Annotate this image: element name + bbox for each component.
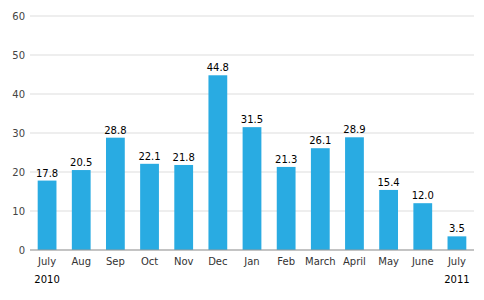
year-label: 2010 (34, 274, 59, 285)
x-tick-label: July (37, 256, 56, 267)
x-tick-label: Nov (174, 256, 194, 267)
bar (243, 127, 262, 250)
y-tick-label: 40 (12, 89, 25, 100)
bar (277, 167, 296, 250)
data-label: 22.1 (138, 151, 160, 162)
y-tick-label: 30 (12, 128, 25, 139)
bar (311, 148, 330, 250)
grid-line (30, 55, 474, 56)
y-tick-label: 0 (19, 245, 25, 256)
grid-line (30, 16, 474, 17)
x-tick-label: Sep (106, 256, 125, 267)
data-label: 28.8 (104, 125, 126, 136)
bar (38, 181, 57, 250)
bar (413, 203, 432, 250)
x-tick-label: March (305, 256, 335, 267)
data-label: 21.3 (275, 154, 297, 165)
grid (30, 16, 474, 250)
bar (379, 190, 398, 250)
x-tick-label: Aug (71, 256, 91, 267)
bars (38, 75, 467, 250)
y-tick-label: 20 (12, 167, 25, 178)
x-tick-label: July (447, 256, 466, 267)
data-label: 3.5 (449, 223, 465, 234)
data-label: 28.9 (343, 124, 365, 135)
x-tick-label: May (378, 256, 399, 267)
data-label: 26.1 (309, 135, 331, 146)
grid-line (30, 250, 474, 251)
data-label: 12.0 (412, 190, 434, 201)
bar (174, 165, 193, 250)
x-tick-label: April (343, 256, 366, 267)
x-tick-label: June (411, 256, 434, 267)
data-label: 20.5 (70, 157, 92, 168)
data-label: 17.8 (36, 168, 58, 179)
bar (140, 164, 159, 250)
bar (208, 75, 227, 250)
data-label: 44.8 (207, 62, 229, 73)
x-tick-label: Dec (208, 256, 227, 267)
x-tick-label: Jan (243, 256, 259, 267)
x-axis-line (30, 250, 474, 251)
x-tick-label: Feb (277, 256, 295, 267)
y-tick-label: 10 (12, 206, 25, 217)
data-label: 31.5 (241, 114, 263, 125)
year-label: 2011 (444, 274, 469, 285)
bar (106, 138, 125, 250)
bar (72, 170, 91, 250)
bar (448, 236, 467, 250)
y-tick-label: 60 (12, 11, 25, 22)
grid-line (30, 94, 474, 95)
x-tick-label: Oct (141, 256, 158, 267)
bar (345, 137, 364, 250)
chart: 0 10 20 30 40 50 60 17.8 20.5 28.8 22.1 21.8 44.8 31.… (0, 0, 484, 300)
y-tick-label: 50 (12, 50, 25, 61)
data-label: 21.8 (173, 152, 195, 163)
data-label: 15.4 (377, 177, 399, 188)
